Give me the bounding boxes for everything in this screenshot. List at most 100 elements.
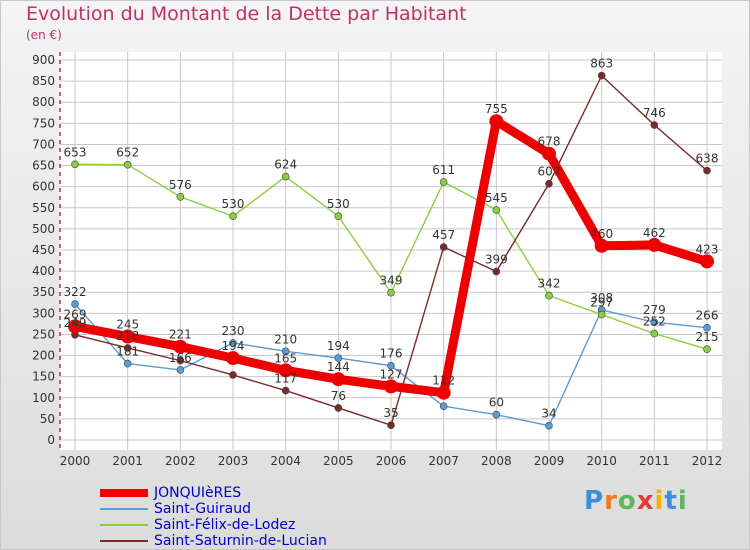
x-tick-label: 2007 [428,454,459,468]
data-label: 576 [169,178,192,192]
data-label: 462 [643,226,666,240]
data-label: 530 [327,197,350,211]
logo-letter: i [654,486,665,516]
data-label: 746 [643,106,666,120]
x-tick-label: 2002 [165,454,196,468]
data-label: 279 [643,303,666,317]
data-point [71,160,79,169]
data-point [123,160,132,169]
logo-letter: r [604,486,618,516]
legend-swatch [100,508,148,510]
data-point [229,371,237,379]
data-label: 349 [380,274,403,288]
x-tick-label: 2000 [60,454,91,468]
data-point [703,166,711,175]
data-point [597,310,606,319]
data-label: 652 [116,146,139,160]
x-tick-label: 2008 [481,454,512,468]
data-point [281,347,290,356]
data-label: 678 [538,135,561,149]
data-point [123,359,132,368]
x-tick-label: 2001 [112,454,143,468]
data-point [436,385,451,400]
data-point [71,300,79,308]
data-point [334,212,343,221]
y-tick-label: 350 [32,285,55,299]
data-label: 181 [116,345,139,359]
y-tick-label: 850 [32,74,55,88]
logo-letter: i [677,486,688,516]
data-label: 215 [696,330,719,344]
data-point [703,345,711,354]
data-label: 269 [64,307,87,321]
data-label: 176 [380,347,403,361]
logo-letter: o [617,486,637,516]
legend-swatch [100,524,148,526]
data-point [647,237,662,252]
data-point [492,410,501,419]
data-point [281,172,290,181]
data-point [229,212,237,221]
legend-label: JONQUIèRES [154,485,242,501]
y-tick-label: 300 [32,306,55,320]
data-label: 607 [538,165,561,179]
data-point [123,344,132,352]
y-tick-label: 400 [32,264,55,278]
data-point [542,146,556,161]
data-label: 322 [64,285,87,299]
data-label: 460 [590,227,613,241]
data-label: 210 [274,332,297,346]
data-label: 35 [383,406,398,420]
data-label: 249 [64,316,87,330]
y-tick-label: 0 [47,433,55,447]
data-label: 144 [327,360,350,374]
data-label: 624 [274,158,297,172]
y-tick-label: 250 [32,327,55,341]
data-point [650,121,659,129]
data-point [334,354,343,362]
data-label: 297 [590,296,613,310]
data-label: 653 [64,145,87,159]
chart-subtitle: (en €) [26,28,62,42]
data-label: 638 [696,152,719,166]
data-point [545,179,553,188]
data-label: 423 [696,242,719,256]
data-label: 218 [116,329,139,343]
data-label: 755 [485,102,508,116]
y-tick-label: 800 [32,95,55,109]
data-point [176,193,185,201]
x-tick-label: 2005 [323,454,354,468]
data-point [120,329,135,344]
data-label: 266 [696,309,719,323]
data-label: 863 [590,57,613,71]
data-point [545,291,553,300]
logo-letter: x [636,486,655,516]
data-point [278,363,293,378]
data-label: 545 [485,191,508,205]
y-tick-label: 100 [32,391,55,405]
data-point [650,329,659,338]
data-point [650,318,659,327]
data-point [439,178,448,186]
y-tick-label: 500 [32,222,55,236]
data-label: 34 [541,407,556,421]
data-point [226,351,240,366]
y-tick-label: 750 [32,116,55,130]
y-tick-label: 200 [32,349,55,363]
y-tick-label: 900 [32,53,55,67]
y-tick-label: 700 [32,137,55,151]
data-label: 530 [222,197,245,211]
proxiti-logo: Proxiti [584,486,688,516]
data-label: 60 [489,396,504,410]
data-label: 76 [331,389,346,403]
x-tick-label: 2010 [586,454,617,468]
data-point [545,421,553,430]
logo-letter: t [664,486,678,516]
data-point [384,379,398,394]
y-tick-label: 150 [32,370,55,384]
data-point [439,243,448,251]
y-tick-label: 600 [32,180,55,194]
y-tick-label: 50 [40,412,55,426]
data-label: 230 [222,324,245,338]
data-point [703,323,711,332]
